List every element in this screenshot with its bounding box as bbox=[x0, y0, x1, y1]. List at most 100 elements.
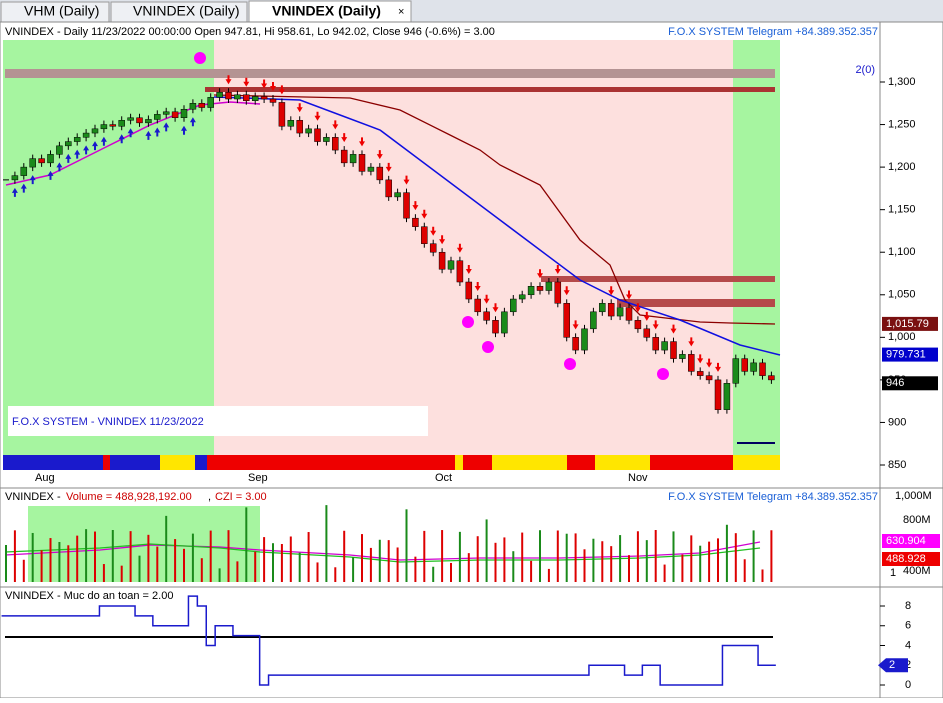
candle bbox=[536, 286, 544, 291]
sell-arrow bbox=[554, 265, 561, 275]
sell-arrow bbox=[412, 201, 419, 211]
month-label: Sep bbox=[248, 472, 268, 484]
candle bbox=[189, 103, 197, 110]
candle bbox=[581, 328, 588, 351]
sell-arrow bbox=[670, 324, 677, 334]
tab-label: VNINDEX (Daily) bbox=[272, 3, 381, 19]
sell-arrow bbox=[572, 320, 579, 330]
axis-label: 400M bbox=[903, 565, 931, 577]
candle bbox=[323, 137, 330, 142]
candle bbox=[590, 311, 597, 330]
y-tick-label: 1,300 bbox=[888, 76, 916, 88]
candle bbox=[607, 303, 615, 317]
candle bbox=[234, 94, 241, 100]
candle bbox=[616, 307, 624, 317]
candle bbox=[599, 303, 606, 313]
sell-arrow bbox=[332, 120, 339, 130]
candle bbox=[225, 91, 232, 100]
candle bbox=[679, 354, 686, 359]
buy-arrow bbox=[47, 170, 54, 180]
candle bbox=[723, 383, 731, 410]
candle bbox=[296, 120, 303, 134]
sell-arrow bbox=[278, 85, 285, 95]
candle bbox=[474, 298, 481, 313]
sell-arrow bbox=[261, 79, 268, 89]
axis-label: 800M bbox=[903, 514, 931, 526]
y-tick-label: 0 bbox=[905, 679, 911, 691]
candle bbox=[367, 166, 375, 172]
candle bbox=[349, 154, 357, 164]
current-label: 2 bbox=[889, 659, 895, 671]
candle bbox=[278, 102, 286, 127]
tab-label: VNINDEX (Daily) bbox=[133, 3, 240, 19]
candle bbox=[750, 362, 757, 372]
sell-arrow bbox=[474, 282, 481, 292]
candle bbox=[670, 341, 677, 359]
sell-arrow bbox=[715, 362, 721, 372]
candle bbox=[563, 303, 570, 338]
candle bbox=[456, 260, 464, 283]
candle bbox=[136, 117, 143, 124]
candle bbox=[100, 124, 108, 130]
candle bbox=[269, 98, 277, 103]
volume-panel: VNINDEX - Volume = 488,928,192.00 , CZI … bbox=[0, 487, 943, 588]
candle bbox=[118, 120, 125, 127]
y-tick-label: 1,200 bbox=[888, 161, 916, 173]
sell-arrow bbox=[626, 290, 632, 300]
sell-arrow bbox=[243, 77, 250, 87]
sell-arrow bbox=[314, 111, 321, 121]
y-tick-label: 2 bbox=[905, 659, 911, 671]
candle bbox=[527, 286, 535, 296]
sell-arrow bbox=[430, 226, 437, 236]
candle bbox=[198, 103, 206, 108]
buy-arrow bbox=[11, 187, 18, 197]
candle bbox=[412, 217, 419, 227]
buy-arrow bbox=[118, 134, 125, 144]
candle bbox=[510, 298, 517, 313]
caption: F.O.X SYSTEM - VNINDEX 11/23/2022 bbox=[12, 416, 204, 428]
buy-arrow bbox=[127, 128, 134, 138]
sell-arrow bbox=[296, 103, 303, 113]
panel-header: CZI = 3.00 bbox=[215, 491, 267, 503]
signal: 2(0) bbox=[855, 64, 875, 76]
y-tick-label: 8 bbox=[905, 600, 911, 612]
buy-arrow bbox=[92, 141, 98, 151]
axis-label: 1,000M bbox=[895, 490, 932, 502]
candle bbox=[661, 341, 668, 351]
buy-arrow bbox=[145, 130, 152, 140]
brand: F.O.X SYSTEM Telegram +84.389.352.357 bbox=[668, 26, 878, 38]
candle bbox=[171, 111, 179, 118]
panel-header: VNINDEX - Daily 11/23/2022 00:00:00 Open… bbox=[5, 26, 495, 38]
month-label: Aug bbox=[35, 472, 55, 484]
panel-header: VNINDEX - Muc do an toan = 2.00 bbox=[5, 590, 173, 602]
candle bbox=[29, 158, 36, 168]
tab-label: VHM (Daily) bbox=[24, 3, 99, 19]
sell-arrow bbox=[270, 82, 276, 92]
candle bbox=[759, 362, 766, 376]
candle bbox=[714, 379, 722, 410]
sell-arrow bbox=[643, 311, 650, 321]
candle bbox=[207, 97, 214, 108]
candle bbox=[652, 337, 659, 351]
candle bbox=[154, 114, 161, 120]
price-label: 1,015.79 bbox=[886, 318, 929, 330]
candle bbox=[545, 281, 553, 291]
sell-arrow bbox=[359, 137, 365, 147]
buy-arrow bbox=[100, 136, 107, 146]
candle bbox=[394, 192, 401, 198]
value-box: 630.904 bbox=[886, 535, 926, 547]
buy-arrow bbox=[181, 125, 187, 135]
candle bbox=[127, 117, 134, 121]
candle bbox=[376, 166, 384, 181]
safety-line bbox=[1, 595, 776, 686]
price-box bbox=[882, 316, 938, 331]
sell-arrow bbox=[634, 303, 641, 313]
close-icon[interactable]: × bbox=[398, 6, 404, 18]
candle bbox=[314, 128, 321, 142]
y-tick-label: 1,250 bbox=[888, 118, 916, 130]
y-tick-label: 1,050 bbox=[888, 289, 916, 301]
candle bbox=[56, 145, 63, 155]
candle bbox=[38, 158, 45, 164]
sell-arrow bbox=[697, 354, 704, 364]
